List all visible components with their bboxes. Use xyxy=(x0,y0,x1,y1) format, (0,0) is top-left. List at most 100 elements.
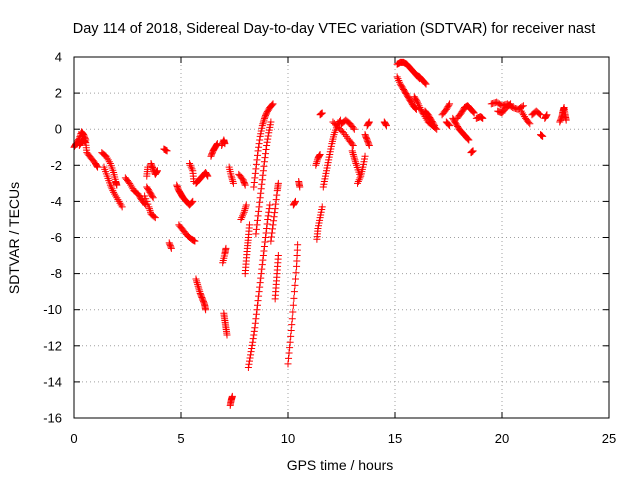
data-point xyxy=(203,171,211,179)
data-point xyxy=(117,201,125,209)
y-tick-label: 2 xyxy=(55,86,62,101)
data-point xyxy=(104,156,112,164)
data-point xyxy=(252,225,260,233)
data-point xyxy=(289,308,297,316)
data-point xyxy=(433,125,441,133)
data-point xyxy=(535,110,543,118)
data-point xyxy=(256,279,264,287)
series-arc-51 xyxy=(442,118,454,130)
data-point xyxy=(416,104,424,112)
data-point xyxy=(464,135,472,143)
data-point xyxy=(274,252,282,260)
data-point xyxy=(255,143,263,151)
data-point xyxy=(361,152,369,160)
data-point xyxy=(195,286,203,294)
series-arc-35 xyxy=(313,203,326,243)
data-point xyxy=(445,101,453,109)
data-point xyxy=(266,201,274,209)
data-point xyxy=(415,102,423,110)
data-point xyxy=(188,198,196,206)
data-point xyxy=(229,178,237,186)
y-tick-label: -10 xyxy=(43,302,62,317)
series-arc-10 xyxy=(160,145,171,155)
data-point xyxy=(272,196,280,204)
series-arc-59 xyxy=(528,107,545,119)
data-point xyxy=(116,199,124,207)
chart-title: Day 114 of 2018, Sidereal Day-to-day VTE… xyxy=(73,21,595,37)
data-point xyxy=(519,111,527,119)
data-point xyxy=(256,136,264,144)
data-point xyxy=(195,284,203,292)
data-point xyxy=(109,187,117,195)
data-point xyxy=(254,147,262,155)
x-tick-label: 15 xyxy=(388,431,402,446)
data-point xyxy=(194,280,202,288)
series-arc-25 xyxy=(241,221,253,278)
data-point xyxy=(382,122,390,130)
series-arc-46 xyxy=(412,71,430,88)
data-point xyxy=(262,146,270,154)
x-tick-label: 20 xyxy=(495,431,509,446)
data-point xyxy=(469,108,477,116)
data-point xyxy=(187,199,195,207)
data-point xyxy=(444,120,452,128)
data-point xyxy=(264,132,272,140)
data-point xyxy=(542,112,550,120)
data-point xyxy=(255,207,263,215)
data-point xyxy=(237,215,245,223)
y-tick-label: -12 xyxy=(43,338,62,353)
data-point xyxy=(221,140,229,148)
data-point xyxy=(145,205,153,213)
data-point xyxy=(350,152,358,160)
data-point xyxy=(102,152,110,160)
data-point xyxy=(260,162,268,170)
data-point xyxy=(271,209,279,217)
data-point xyxy=(145,203,153,211)
data-point xyxy=(252,160,260,168)
data-point xyxy=(251,169,259,177)
series-arc-17 xyxy=(207,140,221,160)
series-arc-62 xyxy=(556,104,570,126)
data-point xyxy=(365,140,373,148)
data-point xyxy=(127,181,135,189)
data-point xyxy=(242,201,250,209)
data-point xyxy=(259,171,267,179)
data-point xyxy=(395,76,403,84)
data-point xyxy=(228,176,236,184)
series-arc-50 xyxy=(438,100,454,119)
data-point xyxy=(342,132,350,140)
data-point xyxy=(186,161,194,169)
data-point xyxy=(470,109,478,117)
data-point xyxy=(354,178,362,186)
data-point xyxy=(151,214,159,222)
data-point xyxy=(265,208,273,216)
data-point xyxy=(251,174,259,182)
data-point xyxy=(413,98,421,106)
data-point xyxy=(153,168,161,176)
data-point xyxy=(267,102,275,110)
data-point xyxy=(469,147,477,155)
series-arc-41 xyxy=(354,152,369,187)
data-point xyxy=(348,147,356,155)
data-point xyxy=(257,274,265,282)
data-point xyxy=(153,167,161,175)
series-arc-31 xyxy=(284,241,302,368)
data-point xyxy=(267,237,275,245)
series-arc-61 xyxy=(541,111,551,122)
data-point xyxy=(263,138,271,146)
data-point xyxy=(318,203,326,211)
data-point xyxy=(259,252,267,260)
series-arc-28 xyxy=(252,118,275,238)
data-point xyxy=(413,97,421,105)
data-point xyxy=(273,191,281,199)
data-point xyxy=(355,176,363,184)
data-point xyxy=(356,174,364,182)
data-point xyxy=(261,154,269,162)
series-arc-13 xyxy=(175,221,199,245)
data-point xyxy=(396,78,404,86)
data-point xyxy=(349,149,357,157)
data-point xyxy=(250,331,258,339)
data-point xyxy=(463,134,471,142)
series-arc-22 xyxy=(226,392,236,409)
data-point xyxy=(240,208,248,216)
